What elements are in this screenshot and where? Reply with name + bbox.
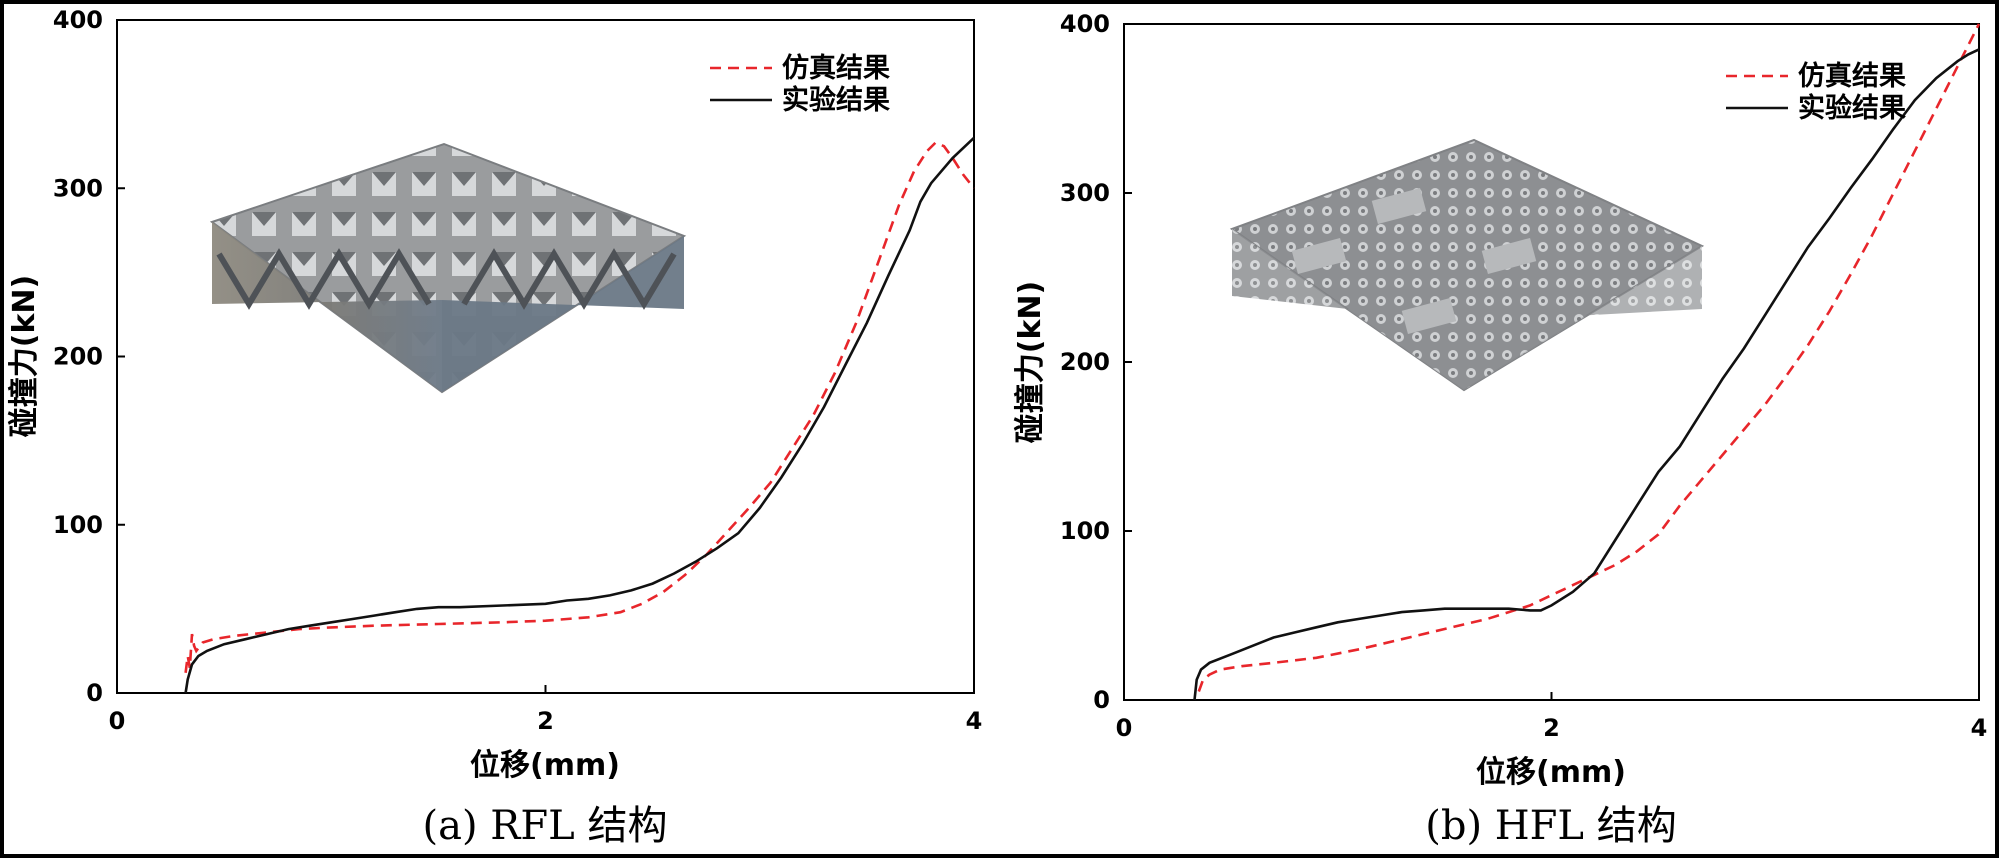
y-tick-label: 200	[1060, 348, 1110, 376]
inset-image-rfl-lattice	[209, 142, 687, 394]
x-tick-label: 2	[1543, 714, 1560, 742]
series-line-simulation	[1197, 23, 1981, 692]
y-axis-label-b: 碰撞力(kN)	[1013, 281, 1048, 443]
x-axis-label-a: 位移(mm)	[470, 748, 620, 783]
x-tick-label: 2	[537, 707, 554, 735]
tick-labels-a: 0 2 4 0 100 200 300 400	[53, 6, 982, 735]
y-axis-label-a: 碰撞力(kN)	[7, 275, 42, 437]
x-tick-label: 0	[109, 707, 126, 735]
y-tick-label: 300	[53, 174, 103, 202]
tick-labels-b: 0 2 4 0 100 200 300 400	[1060, 10, 1987, 742]
legend-entry-label: 仿真结果	[782, 53, 890, 84]
figure-frame: 0 2 4 0 100 200 300 400 仿真结果 实验结果 位移(mm) 碰撞力(kN)…	[4, 4, 1995, 854]
caption-a: (a) RFL 结构	[423, 803, 668, 849]
y-tick-label: 0	[1093, 686, 1110, 714]
series-line-simulation	[184, 141, 976, 673]
series-group-a	[184, 136, 976, 694]
series-group-b	[1193, 23, 1981, 701]
x-axis-label-b: 位移(mm)	[1476, 755, 1626, 790]
y-tick-label: 400	[53, 6, 103, 34]
plot-area-b	[1123, 23, 1980, 701]
legend-entry-label: 实验结果	[782, 84, 890, 116]
legend-entry-label: 实验结果	[1798, 92, 1906, 124]
x-tick-label: 4	[966, 707, 983, 735]
y-tick-label: 200	[53, 343, 103, 371]
inset-image-hfl-lattice	[1229, 138, 1705, 392]
series-line-experiment	[184, 136, 975, 694]
x-tick-label: 0	[1116, 714, 1133, 742]
caption-b: (b) HFL 结构	[1425, 803, 1676, 849]
y-tick-label: 100	[53, 511, 103, 539]
legend-entry-label: 仿真结果	[1798, 61, 1906, 92]
y-tick-label: 400	[1060, 10, 1110, 38]
plot-area-a	[116, 19, 975, 694]
y-tick-label: 0	[86, 679, 103, 707]
x-tick-label: 4	[1971, 714, 1988, 742]
series-line-experiment	[1193, 48, 1980, 701]
y-tick-label: 300	[1060, 179, 1110, 207]
y-tick-label: 100	[1060, 517, 1110, 545]
